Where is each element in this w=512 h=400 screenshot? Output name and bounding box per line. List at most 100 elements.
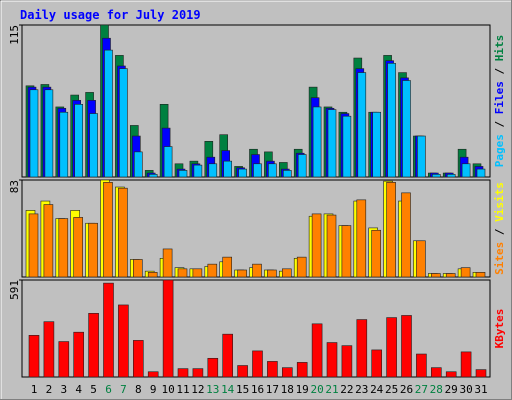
bar xyxy=(372,111,382,178)
bar xyxy=(282,170,292,178)
x-tick-label: 5 xyxy=(90,383,97,396)
bar xyxy=(118,187,128,278)
bar xyxy=(207,357,219,378)
bar xyxy=(430,273,441,278)
bar xyxy=(88,313,99,378)
bar xyxy=(311,213,322,278)
bar xyxy=(237,365,248,378)
legend: Pages / Files / Hits xyxy=(493,35,506,168)
bar xyxy=(296,362,308,378)
bar xyxy=(416,240,426,278)
legend: Sites / Visits xyxy=(493,182,506,275)
legend-entry: Sites xyxy=(493,242,506,275)
bar xyxy=(192,368,204,378)
x-tick-label: 29 xyxy=(445,383,458,396)
x-tick-label: 24 xyxy=(370,383,384,396)
bar xyxy=(59,111,69,178)
bar xyxy=(162,248,173,278)
bar xyxy=(207,263,218,278)
bar xyxy=(356,319,368,378)
bar xyxy=(28,335,40,378)
bar xyxy=(222,333,233,378)
bar xyxy=(341,225,352,278)
bar xyxy=(475,272,486,278)
x-tick-label: 18 xyxy=(281,383,294,396)
bar xyxy=(147,371,159,378)
x-tick-label: 11 xyxy=(176,383,189,396)
bar xyxy=(192,268,203,278)
y-tick-label: 591 xyxy=(8,280,21,300)
x-tick-label: 4 xyxy=(75,383,82,396)
legend-separator: / xyxy=(493,114,506,134)
bar xyxy=(252,263,262,278)
bar xyxy=(104,49,113,178)
x-tick-label: 26 xyxy=(400,383,413,396)
bar xyxy=(133,340,144,378)
legend-entry: Visits xyxy=(493,182,506,222)
bar xyxy=(267,269,277,278)
bar xyxy=(134,151,143,178)
bar xyxy=(281,367,293,378)
x-tick-label: 13 xyxy=(206,383,219,396)
x-tick-label: 1 xyxy=(31,383,38,396)
bar xyxy=(252,350,263,378)
legend-entry: Hits xyxy=(493,35,506,62)
bar xyxy=(178,170,188,178)
x-tick-label: 28 xyxy=(430,383,443,396)
x-tick-label: 27 xyxy=(415,383,428,396)
bar xyxy=(386,182,396,278)
legend-entry: KBytes xyxy=(493,309,506,349)
bar xyxy=(177,368,189,378)
bar xyxy=(162,279,174,378)
bar xyxy=(312,106,322,178)
bar xyxy=(133,259,143,278)
x-tick-label: 12 xyxy=(191,383,204,396)
bar xyxy=(118,304,129,378)
x-tick-label: 6 xyxy=(105,383,112,396)
x-tick-label: 14 xyxy=(221,383,235,396)
x-tick-label: 31 xyxy=(474,383,487,396)
bar xyxy=(387,63,396,178)
x-tick-label: 16 xyxy=(251,383,264,396)
bar xyxy=(326,342,338,378)
bar xyxy=(148,174,158,178)
bar xyxy=(430,367,442,378)
bar xyxy=(177,268,188,278)
x-tick-label: 15 xyxy=(236,383,249,396)
bar xyxy=(446,174,456,178)
bar xyxy=(88,222,98,278)
bar xyxy=(58,341,70,378)
bar xyxy=(147,272,158,278)
bar xyxy=(237,269,247,278)
bar xyxy=(44,89,54,178)
bar xyxy=(208,163,218,178)
bar xyxy=(445,273,456,278)
bar xyxy=(356,199,367,278)
bar xyxy=(371,349,383,378)
bar xyxy=(402,80,411,178)
chart-title: Daily usage for July 2019 xyxy=(20,8,201,22)
bar xyxy=(357,72,367,178)
x-tick-label: 10 xyxy=(161,383,174,396)
bar xyxy=(475,369,487,378)
bar xyxy=(311,323,323,378)
bar xyxy=(445,371,457,378)
legend-entry: Files xyxy=(493,81,506,114)
x-tick-label: 20 xyxy=(310,383,323,396)
x-tick-label: 30 xyxy=(459,383,472,396)
bar xyxy=(73,217,83,278)
bar xyxy=(417,135,426,178)
bar xyxy=(103,182,113,278)
bar xyxy=(386,317,397,378)
bar xyxy=(416,353,427,378)
bar xyxy=(401,192,411,278)
bar xyxy=(431,174,441,178)
bar xyxy=(119,68,128,178)
bar xyxy=(103,282,114,378)
bar xyxy=(89,113,98,178)
x-tick-label: 3 xyxy=(60,383,67,396)
x-tick-label: 17 xyxy=(266,383,279,396)
bar xyxy=(267,361,278,378)
bar xyxy=(73,331,84,378)
